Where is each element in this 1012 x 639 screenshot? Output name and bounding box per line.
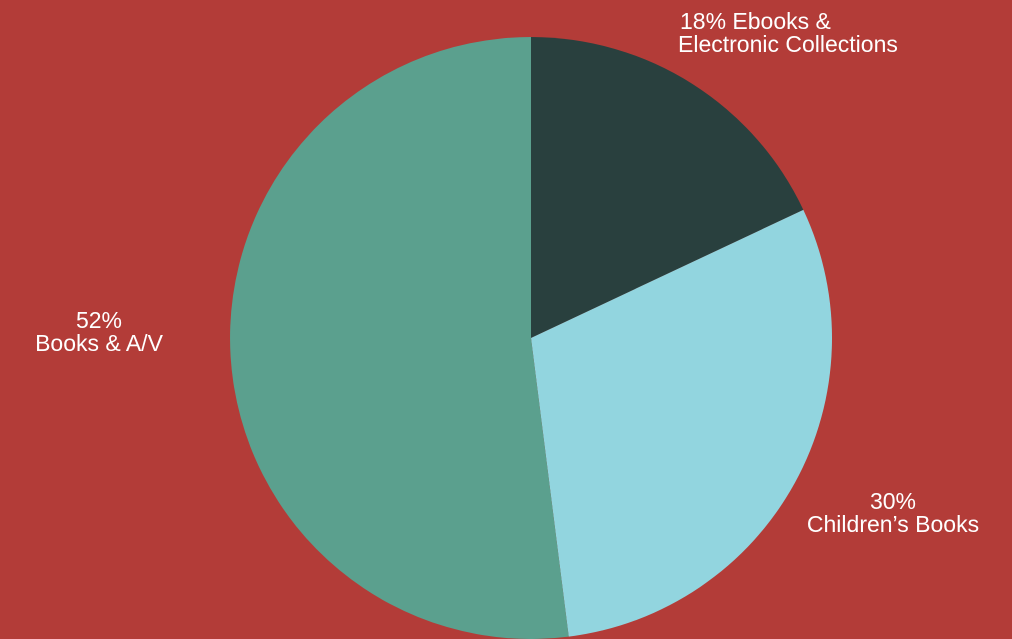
slice-label-books-av: 52% Books & A/V bbox=[14, 309, 184, 355]
slice-label-childrens-books: 30% Children’s Books bbox=[780, 490, 1006, 536]
pie-slice-books-av bbox=[230, 37, 569, 639]
slice-label-ebooks-line1: 18% Ebooks & bbox=[680, 8, 831, 34]
slice-label-childrens-books-line1: 30% bbox=[869, 488, 917, 514]
slice-label-ebooks-line2: Electronic Collections bbox=[678, 31, 898, 57]
slice-label-ebooks: 18% Ebooks & Electronic Collections bbox=[678, 10, 898, 56]
pie-slice-ebooks bbox=[531, 37, 804, 338]
slice-label-books-av-line2: Books & A/V bbox=[35, 330, 163, 356]
slice-label-books-av-line1: 52% bbox=[75, 307, 123, 333]
slice-label-childrens-books-line2: Children’s Books bbox=[806, 511, 980, 537]
pie-slice-childrens-books bbox=[531, 209, 832, 637]
